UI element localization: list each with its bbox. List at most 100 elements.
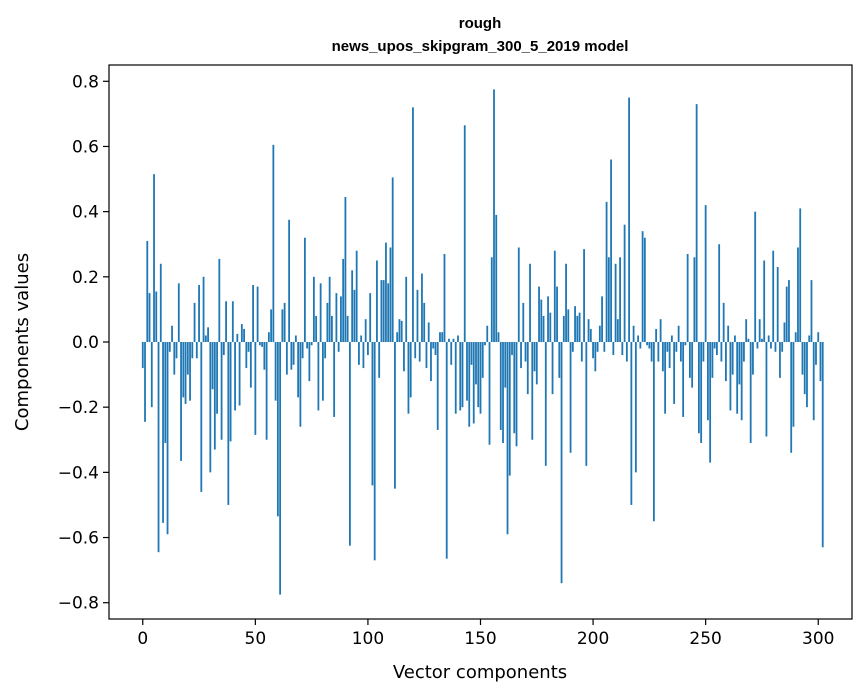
y-tick-label: 0.6: [72, 137, 99, 157]
bar: [236, 333, 239, 342]
bar: [441, 332, 444, 342]
bar: [463, 125, 466, 342]
bar: [526, 342, 529, 395]
bar: [517, 247, 520, 342]
bar: [414, 342, 417, 359]
bar: [164, 342, 167, 444]
bar: [211, 342, 214, 390]
bar: [371, 342, 374, 486]
bar: [790, 342, 793, 453]
bar: [605, 201, 608, 342]
bar: [153, 174, 155, 342]
bar: [396, 332, 399, 342]
chart-title-line-1: rough: [459, 15, 502, 32]
bar: [439, 332, 441, 342]
bar: [337, 342, 340, 352]
bar: [283, 302, 286, 342]
bar: [288, 219, 291, 342]
bar: [367, 342, 369, 356]
bar: [628, 97, 630, 342]
bar: [504, 342, 507, 388]
bar: [213, 342, 216, 450]
bar: [801, 342, 804, 375]
bar: [351, 270, 354, 342]
bar: [294, 335, 297, 342]
bar: [821, 342, 824, 548]
x-tick-label: 300: [802, 629, 834, 649]
bar: [661, 342, 664, 372]
bar: [677, 325, 680, 342]
bar: [637, 335, 640, 342]
bar: [227, 342, 230, 505]
bar: [407, 342, 410, 414]
bar: [718, 244, 721, 342]
bar: [450, 342, 453, 365]
bar: [252, 284, 254, 342]
bar: [614, 263, 617, 342]
bar: [245, 342, 248, 369]
bar: [360, 335, 363, 342]
bar: [488, 342, 491, 445]
bar: [364, 319, 367, 342]
bar: [752, 342, 754, 375]
bar: [783, 322, 786, 342]
bar: [193, 302, 196, 342]
bar: [621, 342, 624, 356]
bar: [815, 342, 817, 365]
bar: [592, 342, 594, 359]
bar: [765, 342, 768, 437]
bar: [529, 263, 531, 342]
bar: [650, 342, 653, 362]
bar: [513, 342, 516, 434]
bar: [459, 342, 462, 411]
bar: [632, 325, 635, 342]
bar: [279, 342, 282, 595]
bar: [652, 342, 655, 522]
bar: [261, 342, 263, 347]
bar: [655, 328, 658, 342]
bar: [745, 319, 748, 342]
bar: [549, 312, 552, 342]
bar: [421, 273, 423, 342]
bar: [610, 159, 612, 342]
bar: [150, 342, 153, 408]
bar: [342, 258, 345, 342]
bar: [148, 293, 151, 342]
bar: [533, 342, 536, 372]
bar: [436, 342, 439, 430]
bar: [319, 283, 322, 342]
bar: [475, 342, 477, 385]
bar: [571, 342, 574, 352]
bar: [157, 342, 160, 553]
bar: [707, 342, 709, 421]
bar: [630, 342, 633, 505]
bar: [634, 342, 637, 473]
bar: [432, 342, 435, 349]
bar: [596, 342, 599, 352]
bar: [761, 338, 763, 342]
bar: [767, 335, 770, 342]
bar: [159, 263, 162, 342]
bar: [594, 342, 597, 372]
bar: [551, 342, 554, 395]
bar: [684, 342, 687, 346]
bar: [589, 328, 592, 342]
bar: [333, 342, 336, 417]
bar: [186, 342, 189, 375]
bar: [598, 325, 601, 342]
bar: [466, 342, 468, 401]
bar: [776, 267, 779, 342]
bar: [499, 342, 502, 430]
bar: [171, 325, 173, 342]
bar: [195, 342, 198, 359]
bar: [522, 302, 525, 342]
bar: [493, 89, 495, 342]
bar: [247, 342, 250, 352]
bar: [639, 342, 642, 349]
bar: [209, 342, 212, 473]
bar: [562, 315, 565, 342]
bar: [797, 247, 799, 342]
bar: [231, 301, 234, 342]
bar: [301, 342, 304, 359]
bar: [454, 342, 457, 414]
